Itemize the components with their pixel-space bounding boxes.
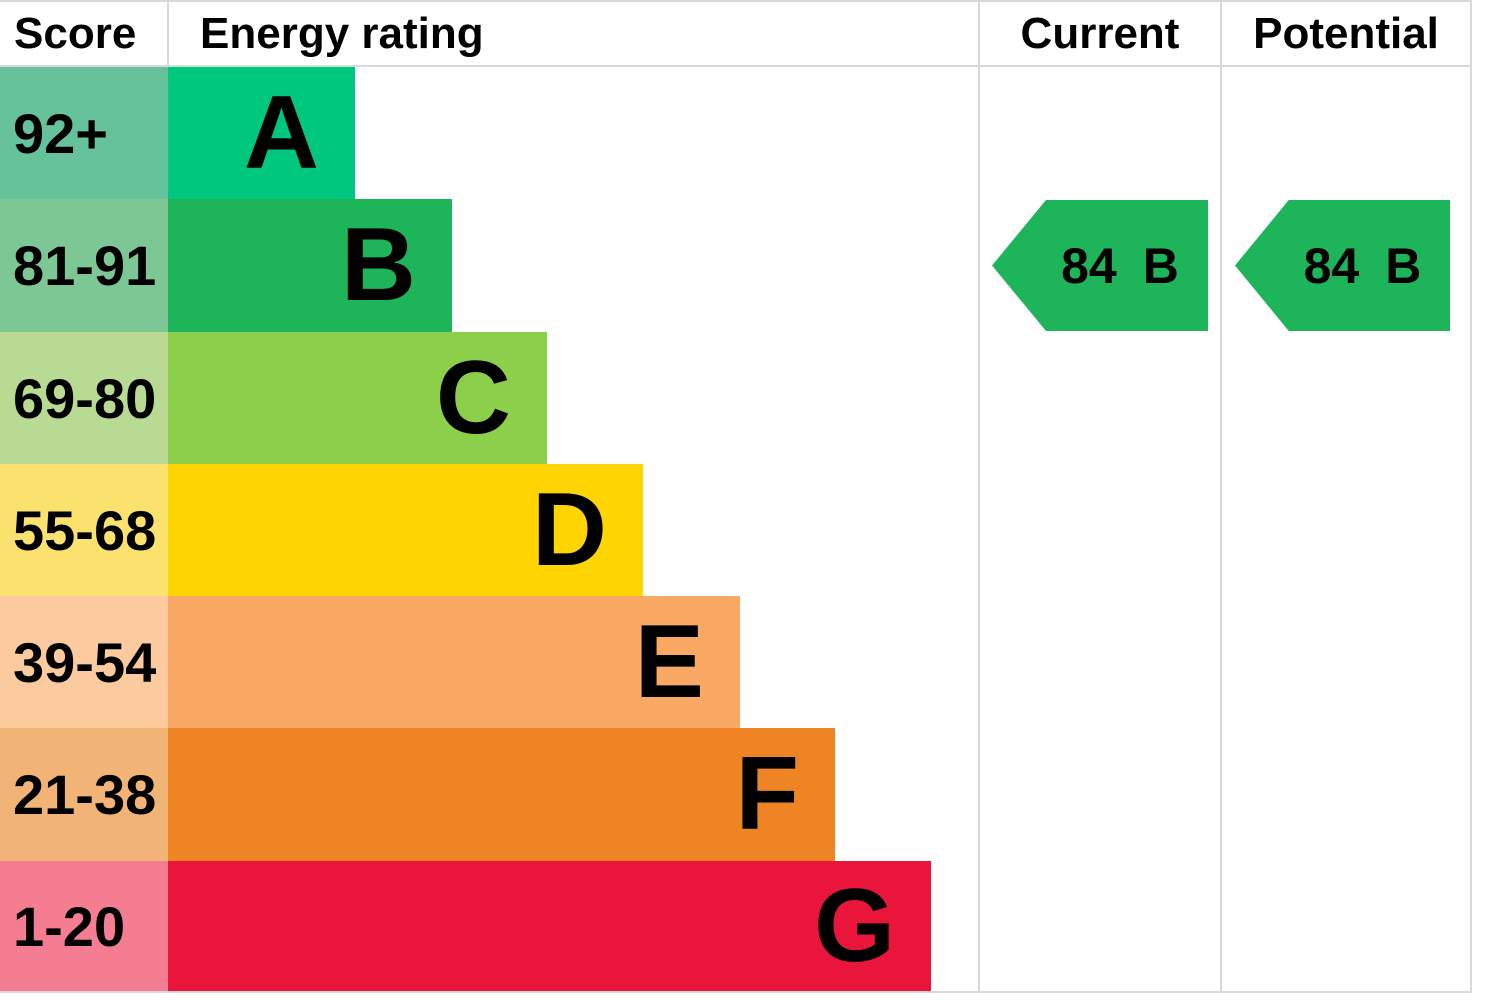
current-column-header: Current — [1020, 8, 1180, 58]
band-letter-e: E — [634, 603, 704, 720]
score-range-a: 92+ — [0, 67, 168, 199]
score-range-d: 55-68 — [0, 464, 168, 596]
score-header-divider-line — [167, 0, 169, 67]
potential-rating-score: 84 — [1303, 237, 1360, 294]
score-range-e: 39-54 — [0, 596, 168, 728]
band-bar-e: E — [168, 596, 740, 728]
current-column-divider-line — [978, 0, 980, 993]
score-range-f: 21-38 — [0, 728, 168, 861]
band-letter-a: A — [243, 74, 319, 191]
band-letter-f: F — [735, 736, 799, 852]
table-right-border — [1470, 0, 1472, 993]
energy-rating-column-header: Energy rating — [200, 8, 484, 58]
current-rating-score: 84 — [1061, 237, 1117, 294]
band-bar-f: F — [168, 728, 835, 861]
current-rating-arrow: 84 B — [992, 200, 1208, 331]
current-rating-band-letter: B — [1142, 237, 1179, 294]
table-bottom-border — [0, 991, 1472, 993]
band-letter-b: B — [340, 207, 416, 323]
score-range-c: 69-80 — [0, 332, 168, 464]
potential-rating-band-letter: B — [1385, 237, 1422, 294]
band-bar-g: G — [168, 861, 931, 991]
potential-column-header: Potential — [1253, 8, 1439, 58]
band-letter-c: C — [435, 339, 511, 456]
potential-rating-arrow: 84 B — [1235, 200, 1450, 331]
score-range-g: 1-20 — [0, 861, 168, 991]
score-range-b: 81-91 — [0, 199, 168, 332]
band-bar-d: D — [168, 464, 643, 596]
band-letter-d: D — [531, 471, 607, 588]
band-bar-a: A — [168, 67, 355, 199]
potential-column-divider-line — [1220, 0, 1222, 993]
band-bar-c: C — [168, 332, 547, 464]
score-column-header: Score — [14, 8, 137, 58]
table-top-border — [0, 0, 1472, 2]
band-bar-b: B — [168, 199, 452, 332]
header-divider-line — [0, 65, 1472, 67]
band-letter-g: G — [814, 867, 895, 984]
